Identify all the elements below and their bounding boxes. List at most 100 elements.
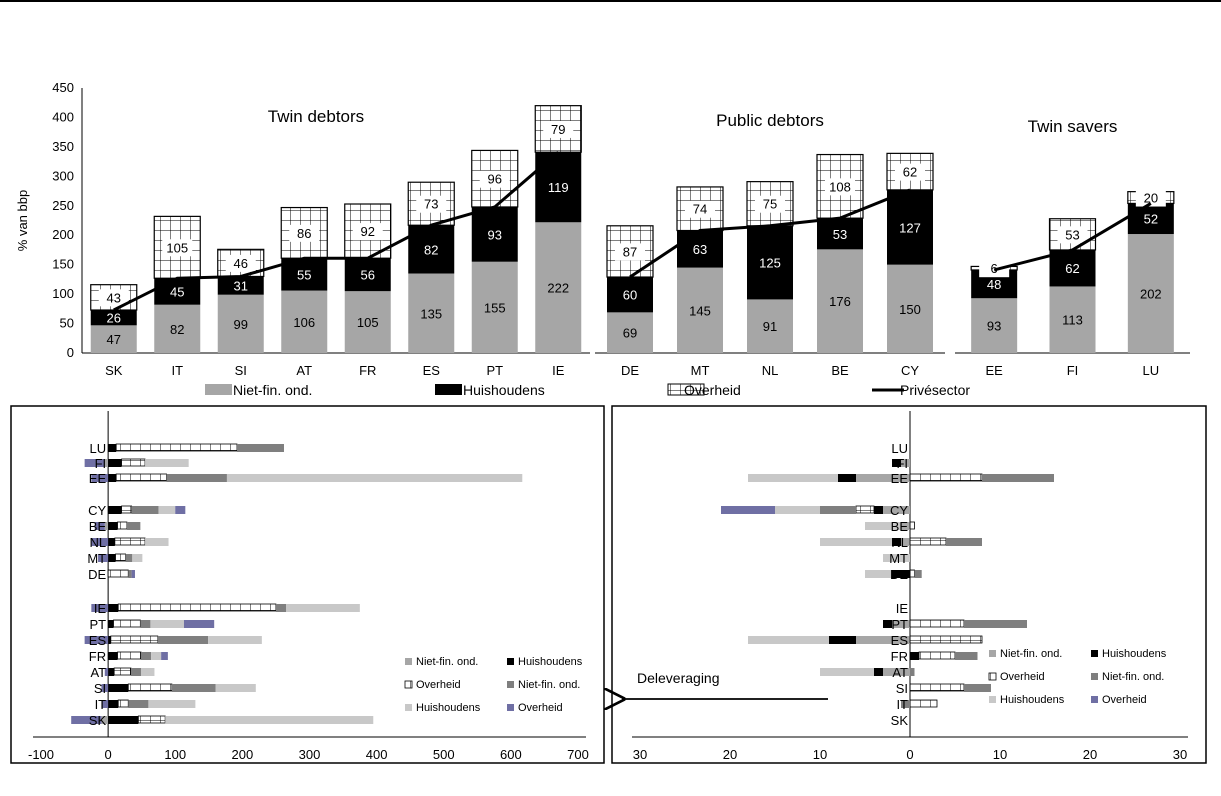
data-label-bg	[352, 223, 383, 241]
data-label-nonfin: 105	[357, 315, 379, 330]
y-tick-label: 150	[52, 257, 74, 272]
x-tick-label: 500	[433, 747, 455, 762]
bar-segment-2	[114, 537, 146, 546]
bar-segment-2	[110, 635, 159, 644]
category-label: LU	[891, 441, 908, 456]
bar-segment-households	[817, 218, 863, 250]
bar-segment-households	[90, 310, 137, 326]
bar-segment-4	[775, 506, 820, 514]
data-label-nonfin: 99	[234, 317, 248, 332]
bar-segment-2	[909, 537, 947, 546]
data-label-government: 92	[361, 224, 375, 239]
y-tick-label: 300	[52, 168, 74, 183]
row-IT: IT	[95, 697, 196, 712]
bar-segment-3	[820, 506, 856, 514]
category-label: LU	[90, 441, 107, 456]
bar-segment-3	[237, 444, 284, 452]
bar-segment-5	[721, 506, 775, 514]
row-EE: EE	[748, 471, 1054, 486]
legend-label: Niet-fin. ond.	[1102, 671, 1164, 683]
bar-segment-4	[865, 522, 901, 530]
bar-CY: 150 127 62	[886, 152, 934, 353]
bar-segment-2	[113, 667, 132, 676]
row-LU: LU	[891, 441, 908, 456]
bar-SK: 47 26 43	[90, 284, 138, 353]
bar-segment-0	[856, 474, 910, 482]
x-tick-label: FR	[359, 363, 376, 378]
row-ES: ES	[748, 633, 983, 648]
group-title: Twin debtors	[268, 107, 364, 126]
data-label-government: 86	[297, 226, 311, 241]
bar-segment-2	[117, 603, 277, 612]
privesector-line-segment	[629, 188, 911, 279]
y-axis-label: % van bbp	[15, 190, 30, 251]
bar-segment-0	[101, 716, 109, 724]
bar-segment-0	[883, 668, 910, 676]
bar-segment-4	[820, 538, 892, 546]
row-AT: AT	[90, 665, 155, 680]
y-tick-label: 100	[52, 286, 74, 301]
x-tick-label: FI	[1067, 363, 1079, 378]
x-tick-label: NL	[762, 363, 779, 378]
x-tick-label: -100	[28, 747, 54, 762]
bar-segment-5	[84, 636, 109, 644]
row-ES: ES	[84, 633, 262, 648]
y-tick-label: 400	[52, 109, 74, 124]
category-label: EE	[89, 471, 107, 486]
row-SI: SI	[896, 681, 991, 696]
bar-segment-3	[910, 668, 915, 676]
x-tick-label: SI	[235, 363, 247, 378]
bar-MT: 145 63 74	[676, 186, 724, 353]
legend-swatch	[507, 704, 514, 711]
data-label-government: 53	[1065, 227, 1079, 242]
bar-segment-1	[108, 506, 122, 514]
row-IE: IE	[896, 601, 909, 616]
category-label: ES	[89, 633, 107, 648]
bar-segment-1	[108, 636, 111, 644]
row-FR: FR	[891, 649, 978, 664]
category-label: IT	[896, 697, 908, 712]
row-IE: IE	[91, 601, 360, 616]
bar-segment-2	[909, 569, 915, 578]
bar-segment-3	[901, 700, 910, 708]
legend-label: Huishoudens	[416, 702, 481, 714]
row-IT: IT	[896, 697, 938, 712]
legend-label: Huishoudens	[1102, 648, 1167, 660]
bar-segment-3	[126, 522, 141, 530]
bar-segment-4	[145, 538, 169, 546]
data-label-government: 79	[551, 122, 565, 137]
bar-segment-2	[121, 458, 146, 467]
data-label-government: 108	[829, 179, 851, 194]
bar-segment-1	[108, 668, 115, 676]
data-label-households: 62	[1065, 261, 1079, 276]
bar-segment-nonfin	[408, 273, 455, 353]
bar-segment-4	[865, 570, 892, 578]
y-tick-label: 450	[52, 80, 74, 95]
deleveraging-label: Deleveraging	[637, 670, 720, 686]
bar-segment-2	[909, 635, 983, 644]
legend-swatch	[507, 658, 514, 665]
legend-label: Huishoudens	[518, 656, 583, 668]
data-label-bg	[825, 178, 855, 196]
bar-segment-1	[108, 444, 117, 452]
data-label-bg	[685, 200, 715, 218]
row-SK: SK	[71, 713, 374, 728]
x-tick-label: 600	[500, 747, 522, 762]
bar-segment-5	[91, 538, 109, 546]
privesector-line-segment	[113, 151, 560, 312]
row-SK: SK	[891, 713, 909, 728]
data-label-nonfin: 91	[763, 319, 777, 334]
category-label: FR	[89, 649, 106, 664]
x-tick-label: PT	[486, 363, 503, 378]
bar-segment-0	[901, 459, 910, 467]
privesector-line	[113, 151, 1152, 312]
bar-segment-5	[101, 700, 109, 708]
bar-segment-0	[104, 522, 109, 530]
data-label-nonfin: 202	[1140, 287, 1162, 302]
legend-swatch	[404, 680, 413, 689]
legend-swatch	[1091, 673, 1098, 680]
top-rule	[0, 0, 1221, 2]
bar-DE: 69 60 87	[606, 225, 654, 353]
